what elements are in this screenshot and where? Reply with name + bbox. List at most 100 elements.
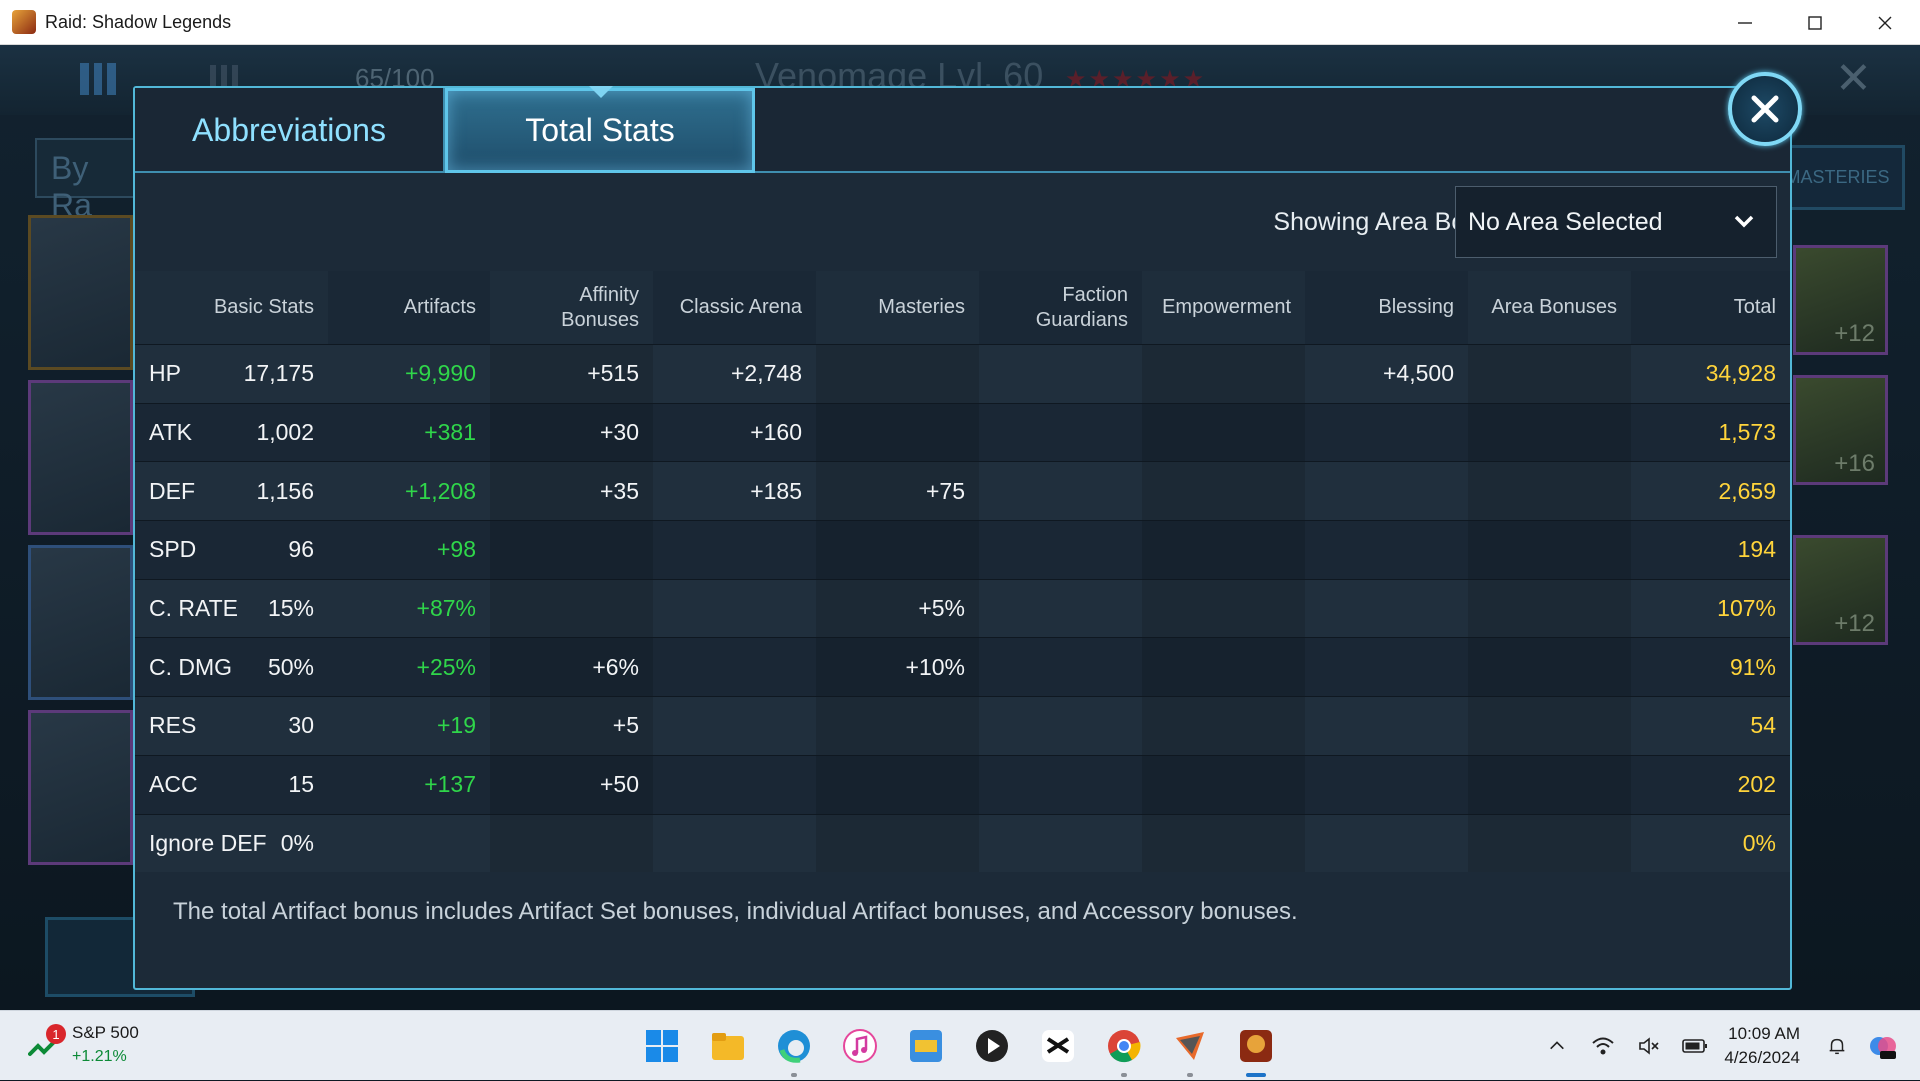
stat-blessing-cell	[1305, 580, 1468, 638]
stat-masteries-cell	[816, 755, 979, 814]
app-icon[interactable]	[1168, 1024, 1212, 1077]
edge-icon[interactable]	[772, 1024, 816, 1077]
table-row: RES 30 +19 +5 54	[135, 696, 1790, 755]
stats-table: Basic Stats Artifacts Affinity Bonuses C…	[135, 271, 1790, 873]
stat-faction-cell	[979, 580, 1142, 638]
notification-badge: 1	[46, 1024, 66, 1044]
stat-affinity-cell: +30	[490, 403, 653, 462]
stat-arena-cell	[653, 756, 816, 814]
stat-blessing-cell	[1305, 404, 1468, 462]
stat-artifacts-cell: +87%	[416, 595, 476, 622]
game-launcher-icon[interactable]	[904, 1024, 948, 1068]
stat-label: ATK	[149, 419, 193, 446]
stat-affinity-cell: +35	[490, 462, 653, 521]
stat-label: SPD	[149, 536, 197, 563]
stat-empower-cell	[1142, 755, 1305, 814]
artifact-slot: +12	[1793, 245, 1888, 355]
stat-total-cell: 2,659	[1718, 477, 1776, 504]
stat-artifacts-cell: +98	[436, 536, 476, 563]
stock-widget[interactable]: 1 S&P 500 +1.21%	[28, 1021, 139, 1069]
hero-card	[28, 380, 133, 535]
window-controls	[1710, 0, 1920, 45]
widget-name: S&P 500	[72, 1023, 139, 1042]
stat-total-cell: 54	[1750, 712, 1776, 739]
minimize-button[interactable]	[1710, 0, 1780, 45]
clock-date: 4/26/2024	[1724, 1048, 1800, 1067]
stat-masteries-cell: +10%	[816, 638, 979, 697]
notifications-bell-icon[interactable]	[1822, 1031, 1852, 1061]
stat-basic-value: 1,002	[256, 419, 314, 446]
stat-basic-value: 50%	[267, 653, 314, 680]
stat-arena-cell: +185	[750, 477, 802, 504]
stat-faction-cell	[979, 521, 1142, 579]
stat-basic-value: 15	[288, 771, 314, 798]
stat-basic-cell: Ignore DEF 0%	[135, 815, 328, 873]
stat-arena-cell	[653, 638, 816, 696]
battery-icon[interactable]	[1680, 1031, 1710, 1061]
header-area-bonuses: Area Bonuses	[1468, 271, 1631, 344]
table-row: ATK 1,002 +381 +30 +160 1,573	[135, 402, 1790, 462]
stat-total-cell: 0%	[1742, 829, 1776, 856]
chevron-up-icon[interactable]	[1542, 1031, 1572, 1061]
header-masteries: Masteries	[816, 271, 979, 344]
file-explorer-icon[interactable]	[706, 1024, 750, 1068]
capcut-icon[interactable]	[1036, 1024, 1080, 1068]
stat-faction-cell	[979, 404, 1142, 462]
itunes-icon[interactable]	[838, 1024, 882, 1068]
stat-masteries-cell	[816, 403, 979, 462]
stat-arena-cell: +2,748	[731, 360, 802, 387]
chrome-icon[interactable]	[1102, 1024, 1146, 1077]
stat-empower-cell	[1142, 638, 1305, 697]
windows-taskbar: 1 S&P 500 +1.21%	[0, 1010, 1920, 1080]
maximize-icon	[1808, 15, 1822, 30]
windows-start-icon[interactable]	[640, 1024, 684, 1068]
header-empowerment: Empowerment	[1142, 271, 1305, 344]
media-player-icon[interactable]	[970, 1024, 1014, 1068]
area-selected-value: No Area Selected	[1468, 207, 1663, 236]
window-titlebar: Raid: Shadow Legends	[0, 0, 1920, 45]
tab-abbreviations[interactable]: Abbreviations	[135, 88, 445, 173]
stat-artifacts-cell: +1,208	[405, 477, 476, 504]
stat-masteries-cell: +5%	[816, 579, 979, 638]
stat-blessing-cell	[1305, 815, 1468, 873]
stat-area-cell	[1468, 579, 1631, 638]
stat-empower-cell	[1142, 521, 1305, 579]
stat-total-cell: 1,573	[1718, 419, 1776, 446]
stat-label: C. DMG	[149, 653, 233, 680]
volume-muted-icon[interactable]	[1634, 1031, 1664, 1061]
stat-masteries-cell	[816, 521, 979, 579]
raid-icon[interactable]	[1234, 1024, 1278, 1077]
stat-total-cell: 91%	[1729, 653, 1776, 680]
artifact-bonus-note: The total Artifact bonus includes Artifa…	[173, 898, 1298, 925]
close-icon	[1878, 16, 1892, 29]
stat-total-cell: 34,928	[1705, 360, 1776, 387]
stat-artifacts-cell: +137	[424, 771, 476, 798]
header-total: Total	[1733, 296, 1776, 318]
system-tray: 10:09 AM 4/26/2024	[1534, 1011, 1920, 1081]
copilot-icon[interactable]	[1868, 1031, 1898, 1061]
wifi-icon[interactable]	[1588, 1031, 1618, 1061]
table-row: ACC 15 +137 +50 202	[135, 754, 1790, 814]
stat-blessing-cell	[1305, 756, 1468, 814]
stat-basic-cell: C. DMG 50%	[135, 638, 328, 696]
stat-basic-value: 0%	[280, 829, 314, 856]
stat-empower-cell	[1142, 462, 1305, 521]
stat-empower-cell	[1142, 579, 1305, 638]
stat-affinity-cell	[490, 814, 653, 873]
table-header: Basic Stats Artifacts Affinity Bonuses C…	[135, 271, 1790, 344]
stat-area-cell	[1468, 814, 1631, 873]
window-title: Raid: Shadow Legends	[45, 11, 232, 32]
stat-affinity-cell: +50	[490, 755, 653, 814]
header-classic-arena: Classic Arena	[679, 296, 802, 318]
close-window-button[interactable]	[1850, 0, 1920, 45]
stat-artifacts-cell: +25%	[416, 653, 476, 680]
system-clock[interactable]: 10:09 AM 4/26/2024	[1724, 1022, 1800, 1070]
stat-arena-cell	[653, 521, 816, 579]
stat-empower-cell	[1142, 403, 1305, 462]
maximize-button[interactable]	[1780, 0, 1850, 45]
area-select-dropdown[interactable]: No Area Selected	[1455, 186, 1777, 258]
close-modal-button[interactable]	[1728, 72, 1802, 146]
stat-affinity-cell: +5	[490, 697, 653, 755]
stat-total-cell: 202	[1737, 771, 1776, 798]
tab-total-stats[interactable]: Total Stats	[445, 88, 755, 173]
